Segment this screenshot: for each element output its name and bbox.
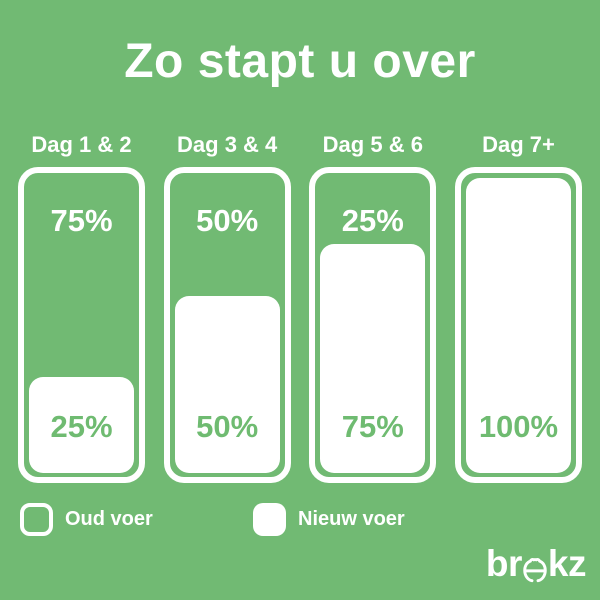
food-mix-box: 50% 50%	[163, 167, 291, 483]
brekz-logo-text-right: kz	[547, 543, 587, 584]
column-dag-1-2: Dag 1 & 2 75% 25%	[18, 132, 145, 483]
old-food-percent: 25%	[341, 203, 404, 238]
column-header: Dag 7+	[482, 132, 555, 157]
brekz-logo-text-left: br	[485, 543, 523, 584]
column-dag-7-plus: Dag 7+ 100%	[454, 132, 582, 483]
brekz-logo-e-icon	[523, 558, 547, 583]
legend-item-oud-voer: Oud voer	[20, 503, 153, 536]
old-food-percent: 75%	[50, 203, 113, 238]
legend-label: Oud voer	[65, 508, 153, 530]
legend-label: Nieuw voer	[298, 508, 405, 530]
new-food-fill: 75%	[320, 244, 426, 473]
nieuw-voer-swatch-icon	[253, 503, 286, 536]
new-food-fill: 50%	[174, 296, 280, 473]
food-mix-box: 25% 75%	[309, 167, 437, 483]
column-header: Dag 3 & 4	[177, 132, 278, 157]
transition-chart: Dag 1 & 2 75% 25% Dag 3 & 4 50% 50% Dag …	[18, 132, 582, 483]
old-food-percent: 50%	[196, 203, 259, 238]
page-title: Zo stapt u over	[124, 35, 476, 88]
new-food-fill: 25%	[29, 377, 134, 473]
column-dag-3-4: Dag 3 & 4 50% 50%	[163, 132, 291, 483]
new-food-percent: 25%	[50, 409, 113, 444]
oud-voer-swatch-icon	[20, 503, 53, 536]
food-mix-box: 100%	[454, 167, 582, 483]
brekz-logo: br kz	[485, 543, 587, 585]
column-dag-5-6: Dag 5 & 6 25% 75%	[309, 132, 437, 483]
new-food-percent: 100%	[478, 409, 559, 444]
food-mix-box: 75% 25%	[18, 167, 145, 483]
new-food-percent: 50%	[196, 409, 259, 444]
legend-item-nieuw-voer: Nieuw voer	[253, 503, 405, 536]
new-food-percent: 75%	[341, 409, 404, 444]
new-food-fill: 100%	[465, 178, 571, 473]
column-header: Dag 5 & 6	[322, 132, 423, 157]
column-header: Dag 1 & 2	[31, 132, 132, 157]
